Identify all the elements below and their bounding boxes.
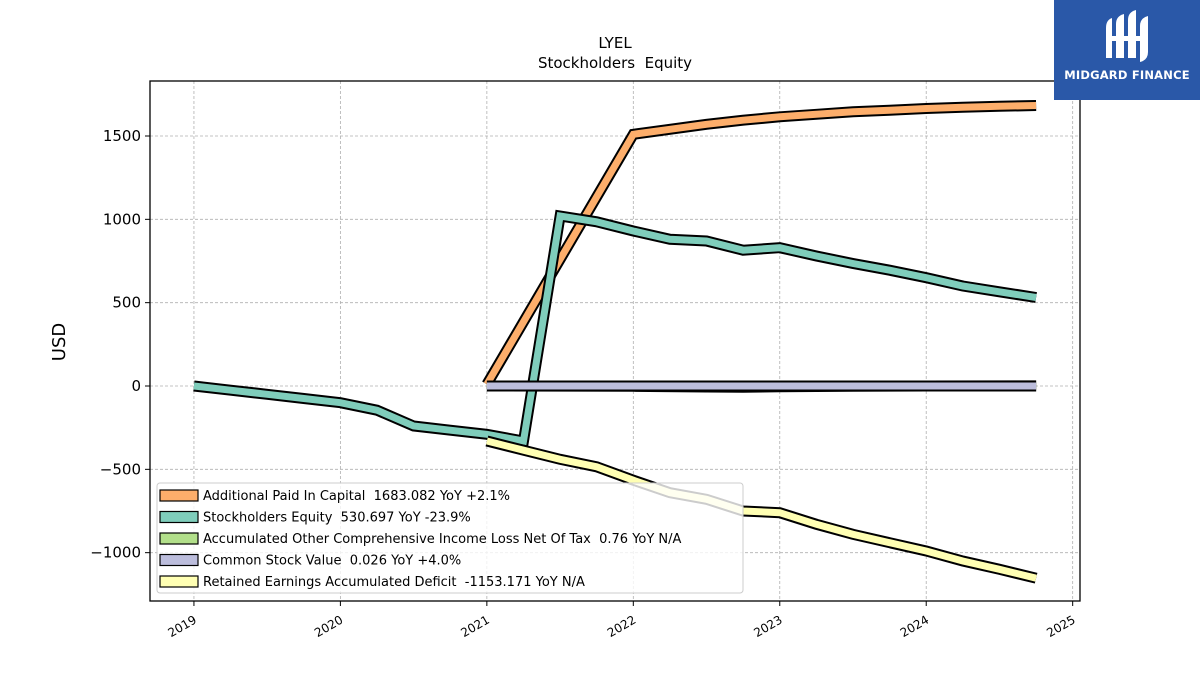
y-tick-label: 1500 [103,127,141,145]
legend-label: Common Stock Value 0.026 YoY +4.0% [203,554,461,569]
y-tick-label: 1000 [103,210,141,228]
y-tick-label: 500 [112,294,141,312]
chart-title: LYEL [598,34,632,52]
x-tick-label: 2023 [751,613,784,640]
legend-swatch [159,575,199,588]
series-line [486,437,1037,582]
x-tick-label: 2019 [166,613,199,640]
legend-label: Retained Earnings Accumulated Deficit -1… [203,575,585,590]
logo-text: MIDGARD FINANCE [1064,68,1190,82]
x-tick-label: 2021 [458,613,491,640]
logo-mark-icon [1106,10,1148,62]
x-tick-label: 2025 [1044,613,1077,640]
legend-box [156,482,744,594]
y-axis-label: USD [49,323,70,361]
y-tick-label: −500 [100,460,141,478]
legend-label: Accumulated Other Comprehensive Income L… [203,532,682,547]
plot-frame [149,80,1081,602]
legend-swatch [159,553,199,567]
legend: Additional Paid In Capital 1683.082 YoY … [156,482,744,594]
y-tick-label: 0 [131,377,141,395]
legend-label: Stockholders Equity 530.697 YoY -23.9% [203,511,471,526]
series-layer [193,100,1038,584]
x-tick-label: 2024 [898,613,931,640]
series-line [483,102,1037,387]
series-outline [193,209,1037,448]
legend-label: Additional Paid In Capital 1683.082 YoY … [203,489,510,504]
legend-swatch [159,510,199,524]
x-tick-label: 2020 [312,613,345,640]
x-tick-label: 2022 [605,613,638,640]
legend-swatch [159,532,199,545]
chart-subtitle: Stockholders Equity [538,54,692,72]
series-line [193,211,1037,446]
brand-logo: MIDGARD FINANCE [1054,0,1200,100]
y-tick-label: −1000 [90,544,141,562]
legend-swatch [159,489,199,502]
